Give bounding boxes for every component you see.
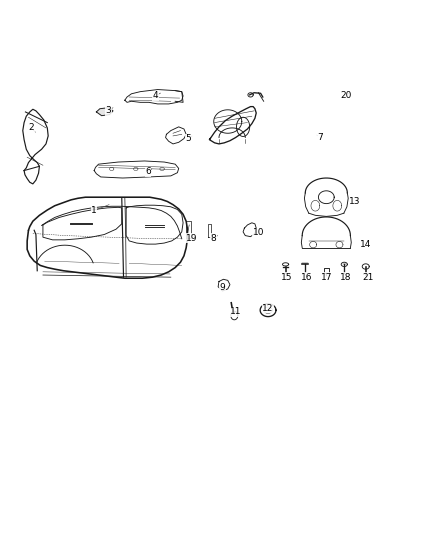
Text: 6: 6 (145, 167, 151, 176)
Text: 12: 12 (262, 304, 274, 312)
Text: 9: 9 (219, 284, 226, 292)
Text: 1: 1 (91, 206, 97, 215)
Text: 4: 4 (153, 92, 158, 100)
Text: 11: 11 (230, 308, 241, 316)
Text: 14: 14 (360, 240, 371, 248)
Text: 21: 21 (362, 273, 374, 281)
Text: 3: 3 (106, 107, 112, 115)
Text: 8: 8 (210, 234, 216, 243)
Text: 19: 19 (186, 234, 197, 243)
Text: 15: 15 (281, 273, 293, 281)
Polygon shape (96, 108, 113, 116)
Text: 17: 17 (321, 273, 332, 281)
Text: 13: 13 (349, 197, 360, 206)
Text: 16: 16 (301, 273, 312, 281)
Text: 7: 7 (317, 133, 323, 142)
Text: 5: 5 (185, 134, 191, 143)
Text: 2: 2 (29, 124, 34, 132)
Text: 20: 20 (340, 92, 352, 100)
Text: 18: 18 (340, 273, 352, 281)
Text: 10: 10 (253, 229, 264, 237)
